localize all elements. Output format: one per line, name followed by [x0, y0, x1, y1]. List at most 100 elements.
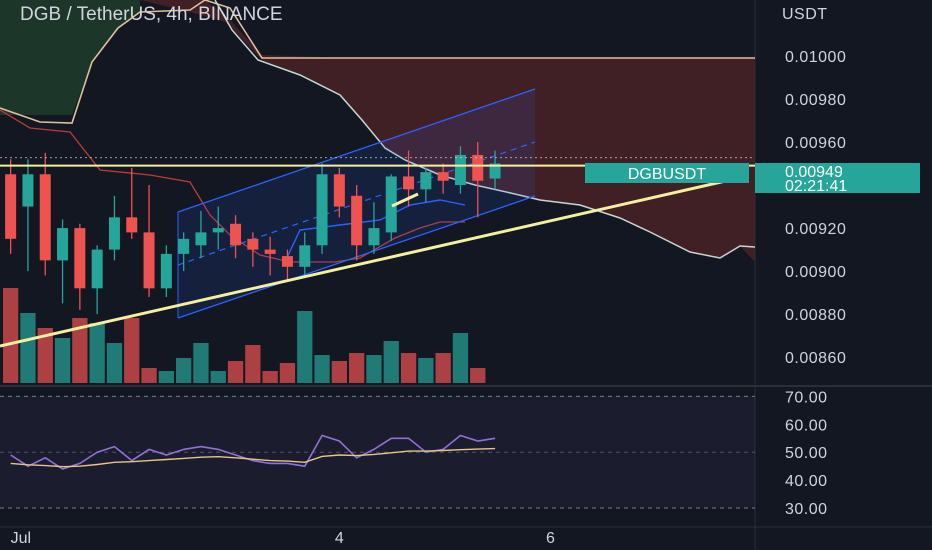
candle-body	[454, 154, 466, 186]
time-tick-label: 6	[546, 530, 555, 547]
volume-bar	[210, 371, 226, 383]
candle	[230, 215, 242, 259]
candle	[299, 232, 311, 276]
candle-body	[385, 176, 397, 233]
candle-body	[39, 174, 51, 261]
price-tick-label: 0.00860	[785, 350, 846, 367]
candle	[143, 185, 155, 297]
rsi-line	[10, 434, 496, 470]
candle	[281, 249, 293, 280]
countdown-label: 02:21:41	[785, 178, 847, 195]
cloud-bearish	[140, 0, 755, 262]
short-trendline	[391, 192, 419, 208]
kijun-sen	[0, 109, 465, 263]
rsi-tick-label: 70.00	[785, 389, 828, 406]
candlesticks	[5, 142, 501, 315]
candle-body	[5, 174, 17, 239]
volume-bar	[124, 318, 140, 383]
volume-bar	[20, 313, 36, 383]
candle	[472, 142, 484, 218]
volume-bar	[72, 318, 88, 383]
candle	[212, 206, 224, 250]
ichimoku-cloud	[0, 0, 755, 262]
price-tick-label: 0.00880	[785, 307, 846, 324]
volume-bar	[331, 361, 347, 383]
volume-bar	[176, 358, 192, 383]
rsi-pane	[0, 395, 755, 509]
rsi-tick-label: 50.00	[785, 445, 828, 462]
volume-bar	[141, 368, 157, 383]
candle	[39, 152, 51, 276]
volume-bar	[435, 353, 451, 383]
candle	[5, 159, 17, 254]
candle	[57, 219, 69, 304]
time-axis[interactable]: Jul 4 6	[11, 530, 555, 547]
volume-bar	[314, 355, 330, 383]
rsi-tick-label: 40.00	[785, 473, 828, 490]
senkou-span-b	[214, 0, 756, 259]
candle-body	[108, 217, 120, 250]
candle-body	[22, 174, 34, 207]
candle-body	[91, 249, 103, 289]
candle	[437, 163, 449, 194]
volume-bar	[418, 358, 434, 383]
price-axis[interactable]: USDT 0.01000 0.00980 0.00960 0.00920 0.00900 0…	[755, 6, 920, 518]
symbol-badge-label: DGBUSDT	[628, 166, 706, 183]
candle	[178, 232, 190, 272]
price-tick-label: 0.01000	[785, 49, 846, 66]
candle	[316, 163, 328, 254]
candle-body	[368, 228, 380, 246]
chart-title[interactable]: DGB / TetherUS, 4h, BINANCE	[20, 4, 283, 25]
volume-bar	[366, 355, 382, 383]
volume-bar	[452, 333, 469, 383]
volume-bar	[297, 311, 313, 383]
candle	[91, 245, 103, 315]
volume-bar	[470, 368, 486, 383]
cloud-bullish	[0, 0, 140, 115]
volume-bars	[3, 288, 486, 383]
candle-body	[160, 253, 172, 289]
volume-bar	[227, 361, 244, 383]
senkou-span-a	[0, 0, 206, 124]
time-tick-label: Jul	[11, 530, 31, 547]
candle-body	[195, 232, 207, 246]
candle-body	[489, 163, 501, 179]
candle-body	[230, 223, 242, 246]
rsi-tick-label: 60.00	[785, 417, 828, 434]
channel-inner-line	[284, 199, 466, 263]
candle-body	[74, 228, 86, 289]
last-price-label: 0.00949	[785, 164, 843, 181]
rsi-tick-label: 30.00	[785, 501, 828, 518]
trendlines: DGBUSDT	[0, 157, 755, 348]
candle	[264, 236, 276, 276]
candle	[108, 195, 120, 261]
last-price-badge-bg	[755, 163, 920, 193]
candle-body	[178, 238, 190, 254]
candle-body	[316, 174, 328, 246]
ascending-trendline	[0, 178, 731, 348]
volume-bar	[400, 353, 417, 383]
volume-bar	[54, 338, 71, 383]
time-tick-label: 4	[335, 530, 344, 547]
price-tick-label: 0.00900	[785, 264, 846, 281]
candle-body	[333, 174, 345, 207]
candle	[74, 223, 86, 310]
candle	[489, 150, 501, 190]
volume-bar	[245, 345, 261, 383]
candle-body	[126, 217, 138, 233]
volume-bar	[262, 371, 278, 383]
symbol-badge[interactable]: DGBUSDT	[585, 163, 749, 183]
candle-body	[403, 176, 415, 190]
candle-body	[472, 154, 484, 181]
candle	[385, 174, 397, 241]
candle-body	[264, 249, 276, 254]
candle-body	[351, 195, 363, 246]
candle	[195, 210, 207, 259]
senkou-span-a-flat	[204, 0, 755, 59]
candle-body	[420, 172, 432, 190]
candle	[126, 167, 138, 239]
candle-body	[281, 256, 293, 267]
volume-bar	[158, 371, 174, 383]
candle-body	[299, 245, 311, 267]
